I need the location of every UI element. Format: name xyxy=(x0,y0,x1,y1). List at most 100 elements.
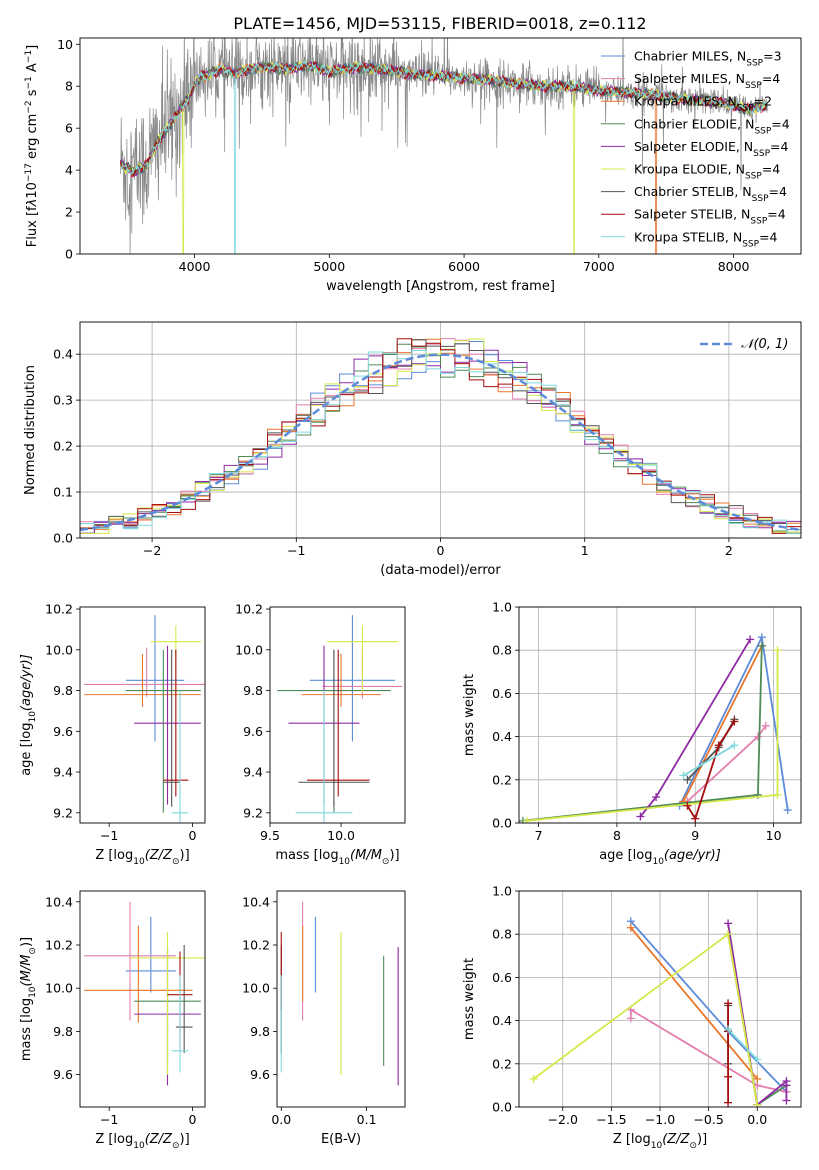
x-tick-label: 0.0 xyxy=(747,1112,767,1127)
axes-frame xyxy=(269,606,406,824)
x-axis-label-part: ⊙ xyxy=(689,1141,697,1151)
legend-label-part: =4 xyxy=(762,71,780,86)
axes-frame xyxy=(276,890,406,1108)
errorbar-kroupa-miles xyxy=(84,925,193,1023)
y-axis-label-part: ] xyxy=(25,45,40,50)
axes-frame xyxy=(79,890,206,1108)
x-tick-label: 8000 xyxy=(718,259,750,274)
y-tick-label: 0.1 xyxy=(53,485,73,500)
x-axis-label-part: )] xyxy=(697,1132,707,1147)
x-tick-label: 9.5 xyxy=(260,828,280,843)
y-axis-label-part: s xyxy=(25,89,40,100)
y-axis-label-part: 10 xyxy=(25,182,40,199)
y-tick-label: 0.8 xyxy=(492,643,512,658)
y-tick-label: 0.4 xyxy=(492,1013,512,1028)
x-axis-label-part: 10 xyxy=(652,857,664,867)
y-tick-label: 10.0 xyxy=(45,981,73,996)
panel-spectrum: 4000 5000 6000 7000 8000 0 2 4 6 8 10 wavelength [A… xyxy=(24,37,802,294)
y-axis-label-part: ⊙ xyxy=(28,947,38,955)
legend-label-part: =2 xyxy=(754,94,772,109)
plot-area xyxy=(84,615,205,823)
x-tick-label: 7 xyxy=(535,828,543,843)
y-tick-label: 10.0 xyxy=(242,981,270,996)
x-axis-label: E(B-V) xyxy=(321,1132,361,1147)
legend-label-part: =4 xyxy=(767,207,785,222)
x-axis-label: mass [log10(M/M⊙)] xyxy=(275,848,399,867)
legend-label-part: =4 xyxy=(769,184,787,199)
errorbar-kroupa-stelib xyxy=(295,690,353,823)
legend-label-part: =3 xyxy=(763,49,781,64)
legend-label-part: Salpeter STELIB, N xyxy=(634,207,750,222)
legend-label-part: =4 xyxy=(762,162,780,177)
legend-label-part: Kroupa MILES, N xyxy=(634,94,737,109)
figure-title: PLATE=1456, MJD=53115, FIBERID=0018, z=0… xyxy=(233,14,646,33)
x-axis-label-part: ⊙ xyxy=(172,857,180,867)
y-axis-label-part: erg cm xyxy=(25,114,40,163)
legend-label: Kroupa STELIB, NSSP=4 xyxy=(634,229,778,249)
errorbar-salpeter-stelib xyxy=(306,649,370,797)
x-axis-label-part: (Z/Z xyxy=(145,848,173,863)
weight-line xyxy=(686,721,736,821)
errorbar-salpeter-elodie xyxy=(134,645,201,805)
y-tick-label: 0.4 xyxy=(492,729,512,744)
axes-frame xyxy=(518,606,802,824)
y-tick-label: 1.0 xyxy=(492,600,512,615)
y-tick-label: 10.2 xyxy=(45,938,73,953)
y-tick-label: 9.2 xyxy=(53,805,73,820)
axes-frame xyxy=(79,321,802,539)
x-axis-label-part: 10 xyxy=(651,1141,663,1151)
y-axis-label-part: Flux [f xyxy=(25,206,40,247)
x-axis-label-part: (M/M xyxy=(350,848,382,863)
y-tick-label: 9.6 xyxy=(250,1067,270,1082)
errorbar-kroupa-elodie xyxy=(130,932,205,1075)
errorbar-chabrier-elodie xyxy=(125,649,201,813)
histogram-salpeter-stelib xyxy=(80,338,801,534)
y-tick-label: 9.2 xyxy=(243,805,263,820)
weight-series-kroupa-stelib xyxy=(724,1025,762,1064)
legend-label-part: SSP xyxy=(737,104,754,114)
y-axis-label: mass [log10(M/M⊙)] xyxy=(19,937,38,1061)
plot-area xyxy=(529,917,791,1107)
x-axis-label-part: 10 xyxy=(133,1141,145,1151)
x-axis-label-part: (Z/Z xyxy=(662,1132,690,1147)
x-axis-label-part: mass [log xyxy=(275,848,338,863)
legend-label: Salpeter STELIB, NSSP=4 xyxy=(634,207,786,227)
y-axis-label: Normed distribution xyxy=(23,365,38,495)
legend-label-part: Salpeter ELODIE, N xyxy=(634,139,753,154)
y-axis-label-part: −1 xyxy=(24,76,34,89)
y-tick-label: 0.4 xyxy=(53,347,73,362)
x-axis-label-part: (age/yr)] xyxy=(664,848,721,863)
x-tick-label: −0.5 xyxy=(693,1112,723,1127)
x-axis-label-part: ⊙ xyxy=(382,857,390,867)
x-tick-label: 2 xyxy=(725,543,733,558)
x-axis-label-part: (Z/Z xyxy=(145,1132,173,1147)
axes-frame xyxy=(79,606,206,824)
y-tick-label: 9.8 xyxy=(53,683,73,698)
model-line-kroupa-stelib xyxy=(120,59,768,254)
x-tick-label: 10 xyxy=(766,828,782,843)
x-axis-label-part: 10 xyxy=(339,857,351,867)
x-tick-label: 0.0 xyxy=(271,1112,291,1127)
weight-line xyxy=(682,645,763,802)
weight-series-kroupa-elodie xyxy=(529,930,762,1107)
y-tick-label: 0 xyxy=(65,247,73,262)
x-tick-label: 9 xyxy=(691,828,699,843)
x-tick-label: 6000 xyxy=(448,259,480,274)
x-tick-label: −1.0 xyxy=(645,1112,675,1127)
weight-series-kroupa-elodie xyxy=(522,646,782,823)
legend-label: Kroupa ELODIE, NSSP=4 xyxy=(634,162,780,182)
y-tick-label: 8 xyxy=(65,79,73,94)
x-tick-label: 7000 xyxy=(583,259,615,274)
y-tick-label: 0.2 xyxy=(492,1056,512,1071)
x-axis-label-part: )] xyxy=(389,848,399,863)
legend-label-part: Chabrier MILES, N xyxy=(634,49,746,64)
x-tick-label: −2.0 xyxy=(548,1112,578,1127)
x-axis-label: Z [log10(Z/Z⊙)] xyxy=(613,1132,707,1151)
weight-series-salpeter-stelib xyxy=(683,717,739,823)
legend-label: Chabrier MILES, NSSP=3 xyxy=(634,49,782,69)
y-tick-label: 10.4 xyxy=(242,894,270,909)
weight-line xyxy=(630,927,758,1080)
y-axis-label-part: 10 xyxy=(28,986,38,998)
legend-label-part: Kroupa STELIB, N xyxy=(634,229,742,244)
